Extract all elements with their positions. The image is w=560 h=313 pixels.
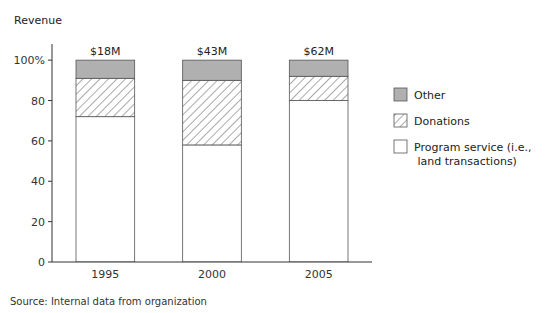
y-tick	[48, 140, 52, 141]
x-tick-label: 1995	[91, 268, 119, 281]
y-tick	[48, 60, 52, 61]
bar-segment	[76, 117, 135, 262]
total-label: $18M	[90, 45, 121, 58]
chart: 0 20 40 60 80 100% 1995 2000 2005 $18M $43M $62M Rev…	[0, 0, 560, 313]
x-axis: 1995 2000 2005	[52, 262, 372, 281]
total-label: $43M	[197, 45, 228, 58]
x-tick-label: 2000	[198, 268, 226, 281]
y-tick	[48, 221, 52, 222]
y-tick-label: 100%	[14, 54, 45, 67]
y-axis-line	[52, 44, 53, 262]
source: Source: Internal data from organization	[10, 296, 207, 307]
legend-label: Other	[414, 89, 446, 102]
y-tick	[48, 100, 52, 101]
legend: Other Donations Program service (i.e., lan…	[394, 88, 531, 168]
x-tick-label: 2005	[305, 268, 333, 281]
y-tick-label: 0	[38, 256, 45, 269]
legend-label: Donations	[414, 115, 470, 128]
bar-segment	[76, 60, 135, 78]
y-tick-label: 60	[31, 135, 45, 148]
legend-swatch	[394, 140, 407, 153]
bar-segment	[183, 145, 242, 262]
x-axis-line	[52, 262, 372, 263]
y-tick-label: 20	[31, 216, 45, 229]
bars	[76, 60, 348, 262]
bar-segment	[289, 76, 348, 100]
legend-swatch	[394, 114, 407, 127]
y-tick-label: 80	[31, 95, 45, 108]
bar-segment	[76, 78, 135, 116]
bar-segment	[289, 60, 348, 76]
bar-segment	[289, 101, 348, 262]
total-label: $62M	[303, 45, 334, 58]
legend-label: Program service (i.e., land transactions…	[414, 141, 531, 168]
y-tick	[48, 181, 52, 182]
y-tick	[48, 262, 52, 263]
bar-segment	[183, 60, 242, 80]
legend-swatch	[394, 88, 407, 101]
y-label: Revenue	[14, 14, 62, 27]
bar-segment	[183, 80, 242, 145]
y-tick-label: 40	[31, 175, 45, 188]
y-axis: 0 20 40 60 80 100%	[14, 44, 52, 269]
